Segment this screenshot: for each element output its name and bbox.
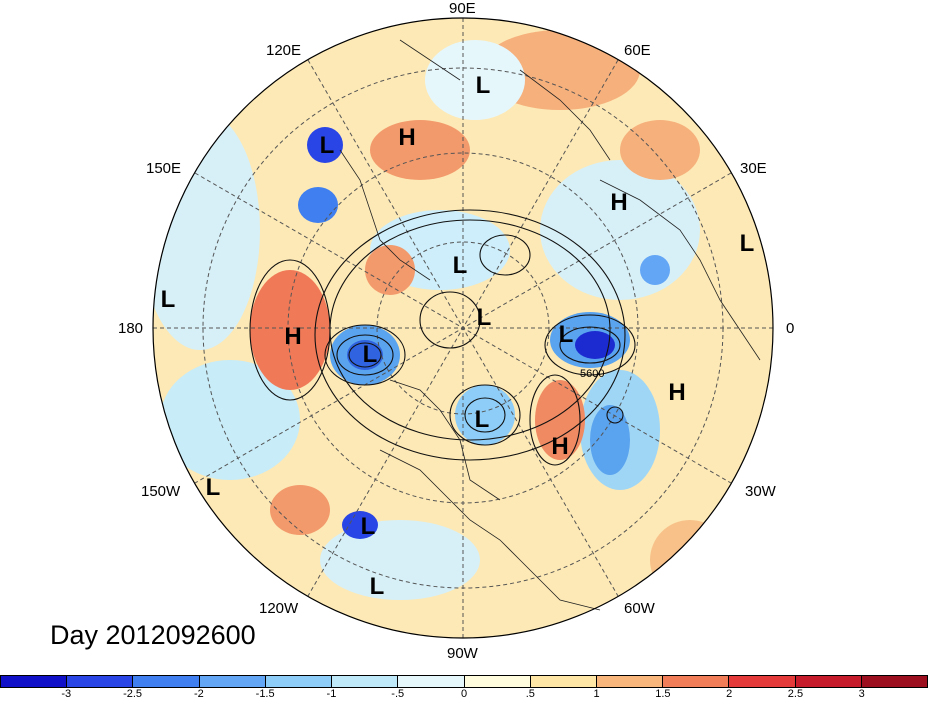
lon-label-120w: 120W bbox=[259, 600, 299, 617]
colorbar-tick-label: -.5 bbox=[391, 688, 405, 700]
coastlines bbox=[339, 39, 761, 611]
colorbar-swatch bbox=[729, 676, 796, 687]
high-marker: H bbox=[398, 124, 416, 151]
low-marker: L bbox=[369, 573, 385, 600]
colorbar-swatch bbox=[530, 676, 597, 687]
colorbar-swatch bbox=[596, 676, 664, 687]
colorbar-swatch bbox=[464, 676, 531, 687]
lon-label-150e: 150E bbox=[146, 160, 182, 177]
low-marker: L bbox=[452, 252, 468, 279]
high-marker: H bbox=[610, 189, 628, 216]
colorbar-swatch bbox=[332, 676, 399, 687]
contour-label: 5600 bbox=[580, 368, 605, 380]
lon-label-60w: 60W bbox=[624, 600, 655, 617]
colorbar-tick-label: 0 bbox=[460, 688, 468, 700]
lon-label-30w: 30W bbox=[745, 483, 776, 500]
colorbar-tick-label: -2 bbox=[193, 688, 204, 700]
colorbar-tick-label: 1.5 bbox=[655, 688, 671, 700]
date-label: Day 2012092600 bbox=[50, 620, 256, 650]
colorbar-tick-label: .5 bbox=[525, 688, 535, 700]
colorbar-tick-label: 3 bbox=[858, 688, 865, 700]
low-marker: L bbox=[558, 321, 574, 348]
colorbar-swatch bbox=[663, 676, 730, 687]
colorbar-swatch bbox=[1, 676, 68, 687]
high-marker: H bbox=[284, 323, 302, 350]
low-marker: L bbox=[160, 286, 176, 313]
colorbar-swatch bbox=[861, 676, 928, 687]
lon-label-150w: 150W bbox=[141, 483, 181, 500]
high-marker: H bbox=[668, 379, 686, 406]
colorbar-swatch bbox=[199, 676, 266, 687]
colorbar-labels: -3 -2.5 -2 -1.5 -1 -.5 0 .5 1 1.5 2 2.5 3 bbox=[0, 688, 928, 702]
colorbar-tick-label: 1 bbox=[593, 688, 600, 700]
lon-label-90w: 90W bbox=[447, 645, 478, 662]
colorbar-swatch bbox=[795, 676, 862, 687]
low-marker: L bbox=[362, 341, 378, 368]
colorbar-tick-label: -2.5 bbox=[123, 688, 143, 700]
map-border bbox=[152, 17, 774, 639]
colorbar-swatch bbox=[398, 676, 465, 687]
low-marker: L bbox=[205, 474, 221, 501]
lon-label-120e: 120E bbox=[266, 42, 302, 59]
colorbar-tick-label: 2 bbox=[726, 688, 733, 700]
lon-label-90e: 90E bbox=[449, 0, 476, 17]
lon-label-180: 180 bbox=[118, 320, 144, 337]
colorbar-swatch bbox=[67, 676, 134, 687]
low-marker: L bbox=[475, 72, 491, 99]
low-marker: L bbox=[319, 132, 335, 159]
low-marker: L bbox=[476, 304, 492, 331]
low-marker: L bbox=[739, 230, 755, 257]
colorbar-tick-label: -3 bbox=[61, 688, 72, 700]
colorbar-tick-label: 2.5 bbox=[787, 688, 804, 700]
colorbar-tick-label: -1 bbox=[326, 688, 337, 700]
colorbar-swatch bbox=[265, 676, 333, 687]
graticule bbox=[153, 18, 773, 638]
low-marker: L bbox=[360, 513, 376, 540]
low-marker: L bbox=[474, 406, 490, 433]
lon-label-60e: 60E bbox=[624, 42, 651, 59]
colorbar-tick-label: -1.5 bbox=[255, 688, 275, 700]
high-marker: H bbox=[551, 433, 569, 460]
colorbar bbox=[0, 675, 928, 688]
lon-label-0: 0 bbox=[786, 320, 795, 337]
height-contours bbox=[249, 209, 636, 466]
lon-label-30e: 30E bbox=[740, 160, 767, 177]
colorbar-swatch bbox=[133, 676, 200, 687]
